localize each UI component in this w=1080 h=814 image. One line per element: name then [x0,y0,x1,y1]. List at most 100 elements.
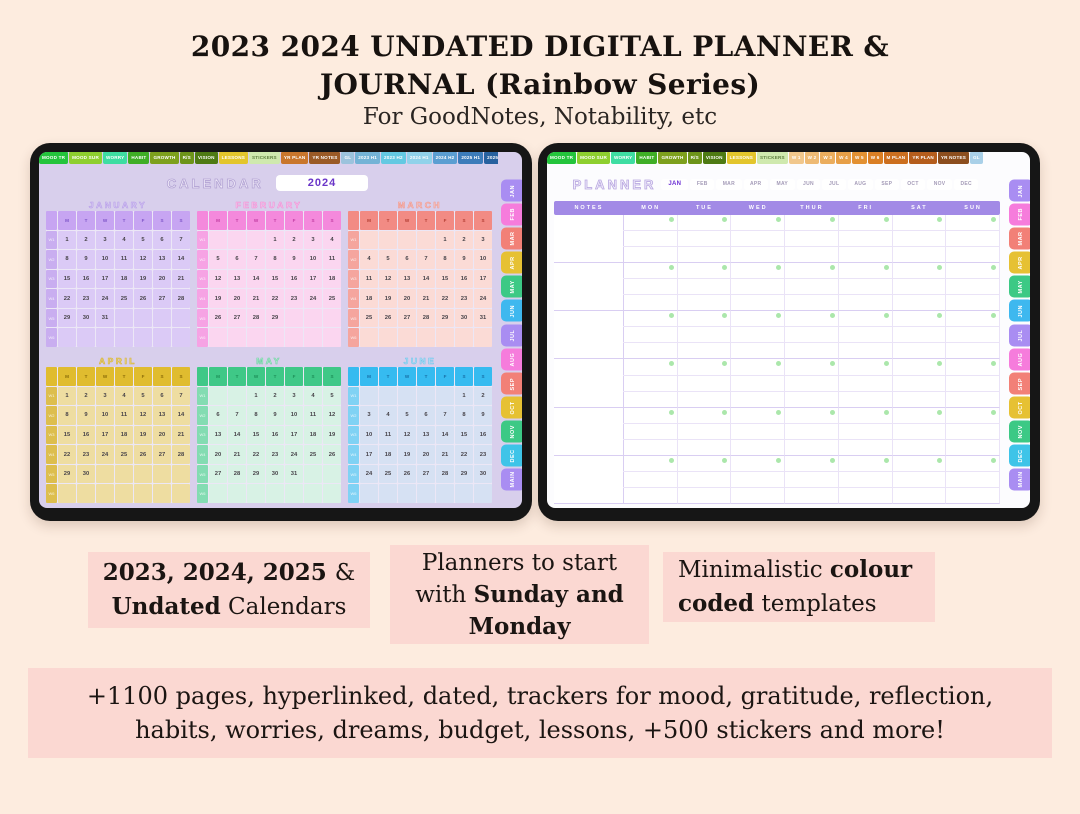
planner-day-cell[interactable] [838,215,893,232]
planner-day-cell[interactable] [946,471,1000,488]
top-tab-2024-h1[interactable]: 2024 H1 [406,152,432,164]
notes-cell[interactable] [554,423,624,440]
top-tab-w-6[interactable]: W 6 [867,152,883,164]
planner-day-cell[interactable] [946,327,1000,344]
side-tab-sep[interactable]: SEP [501,372,522,395]
side-tab-nov[interactable]: NOV [1009,420,1030,443]
month-pill-jul[interactable]: JUL [822,178,846,190]
month-pill-jan[interactable]: JAN [661,178,689,190]
top-tab-stickers[interactable]: STICKERS [248,152,280,164]
notes-cell[interactable] [554,311,624,328]
top-tab-w-3[interactable]: W 3 [820,152,836,164]
planner-day-cell[interactable] [731,471,786,488]
notes-cell[interactable] [554,295,624,312]
planner-day-cell[interactable] [785,423,839,440]
top-tab-mood-sur[interactable]: MOOD SUR [577,152,610,164]
planner-day-cell[interactable] [623,439,678,456]
planner-day-cell[interactable] [731,247,786,264]
top-tab-lessons[interactable]: LESSONS [218,152,248,164]
planner-day-cell[interactable] [946,343,1000,360]
planner-day-cell[interactable] [785,439,839,456]
planner-day-cell[interactable] [838,263,893,280]
planner-day-cell[interactable] [677,295,732,312]
month-pill-feb[interactable]: FEB [690,178,715,190]
planner-day-cell[interactable] [892,391,947,408]
planner-day-cell[interactable] [677,263,732,280]
planner-day-cell[interactable] [946,487,1000,504]
planner-day-cell[interactable] [892,311,947,328]
month-pill-oct[interactable]: OCT [900,178,926,190]
planner-day-cell[interactable] [946,231,1000,248]
planner-day-cell[interactable] [838,247,893,264]
planner-day-cell[interactable] [892,423,947,440]
planner-day-cell[interactable] [731,359,786,376]
notes-cell[interactable] [554,391,624,408]
planner-day-cell[interactable] [677,439,732,456]
planner-day-cell[interactable] [623,487,678,504]
planner-day-cell[interactable] [838,391,893,408]
notes-cell[interactable] [554,359,624,376]
planner-day-cell[interactable] [731,375,786,392]
planner-day-cell[interactable] [946,423,1000,440]
planner-day-cell[interactable] [838,423,893,440]
month-pill-aug[interactable]: AUG [847,178,873,190]
top-tab-gl[interactable]: GL [969,152,983,164]
planner-day-cell[interactable] [785,263,839,280]
month-pill-sep[interactable]: SEP [874,178,899,190]
planner-day-cell[interactable] [731,423,786,440]
planner-day-cell[interactable] [946,439,1000,456]
planner-day-cell[interactable] [946,359,1000,376]
planner-day-cell[interactable] [946,279,1000,296]
top-tab-r-s[interactable]: R/S [179,152,194,164]
planner-day-cell[interactable] [785,391,839,408]
month-pill-apr[interactable]: APR [743,178,768,190]
side-tab-main[interactable]: MAIN [501,469,522,491]
notes-cell[interactable] [554,247,624,264]
top-tab-r-s[interactable]: R/S [687,152,702,164]
planner-day-cell[interactable] [677,423,732,440]
top-tab-2023-h1[interactable]: 2023 H1 [355,152,381,164]
planner-day-cell[interactable] [838,487,893,504]
planner-day-cell[interactable] [838,439,893,456]
planner-day-cell[interactable] [623,263,678,280]
planner-day-cell[interactable] [946,455,1000,472]
planner-day-cell[interactable] [946,391,1000,408]
planner-day-cell[interactable] [677,247,732,264]
planner-day-cell[interactable] [623,359,678,376]
planner-day-cell[interactable] [785,471,839,488]
top-tab-growth[interactable]: GROWTH [150,152,179,164]
planner-day-cell[interactable] [623,215,678,232]
planner-day-cell[interactable] [785,215,839,232]
planner-day-cell[interactable] [731,311,786,328]
planner-day-cell[interactable] [946,311,1000,328]
planner-day-cell[interactable] [785,231,839,248]
top-tab-gl[interactable]: GL [341,152,355,164]
top-tab-m-plan[interactable]: M PLAN [883,152,909,164]
planner-day-cell[interactable] [838,231,893,248]
top-tab-yr-notes[interactable]: YR NOTES [309,152,341,164]
planner-day-cell[interactable] [838,359,893,376]
side-tab-main[interactable]: MAIN [1009,469,1030,491]
side-tab-may[interactable]: MAY [1009,276,1030,298]
side-tab-jan[interactable]: JAN [1009,180,1030,202]
top-tab-yr-notes[interactable]: YR NOTES [937,152,969,164]
notes-cell[interactable] [554,455,624,472]
planner-day-cell[interactable] [623,327,678,344]
notes-cell[interactable] [554,231,624,248]
planner-day-cell[interactable] [946,407,1000,424]
planner-day-cell[interactable] [623,231,678,248]
planner-day-cell[interactable] [731,407,786,424]
planner-day-cell[interactable] [838,295,893,312]
planner-day-cell[interactable] [892,455,947,472]
top-tab-w-4[interactable]: W 4 [836,152,851,164]
top-tab-vision[interactable]: VISION [702,152,726,164]
planner-day-cell[interactable] [785,295,839,312]
side-tab-sep[interactable]: SEP [1009,372,1030,395]
side-tab-jun[interactable]: JUN [1009,300,1030,322]
side-tab-jul[interactable]: JUL [1009,324,1030,347]
side-tab-mar[interactable]: MAR [1009,228,1030,250]
planner-day-cell[interactable] [838,311,893,328]
planner-day-cell[interactable] [677,327,732,344]
planner-day-cell[interactable] [785,311,839,328]
side-tab-dec[interactable]: DEC [501,445,522,467]
